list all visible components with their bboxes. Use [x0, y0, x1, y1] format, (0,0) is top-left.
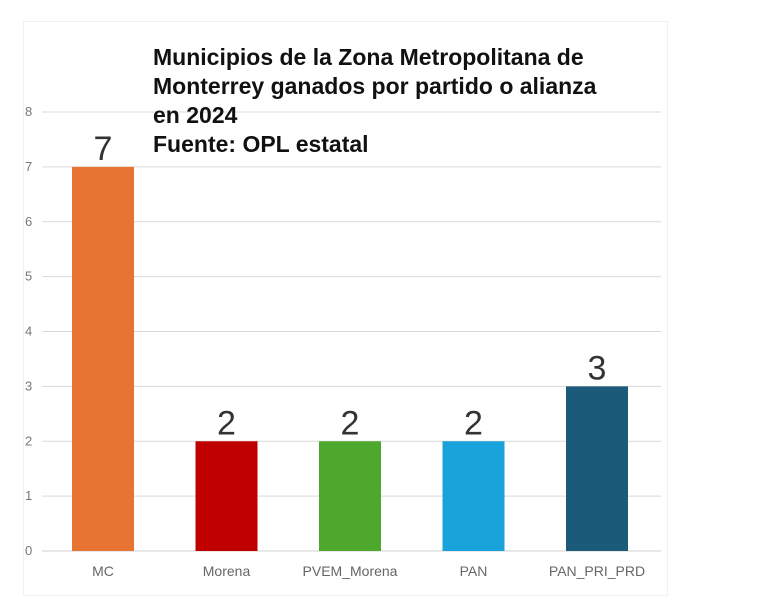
y-tick-label-8: 8	[25, 104, 32, 119]
bar-mc	[72, 166, 134, 551]
chart-title: Municipios de la Zona Metropolitana de M…	[153, 43, 658, 159]
bar-morena	[195, 441, 258, 551]
y-tick-label-2: 2	[25, 433, 32, 448]
x-tick-label-pan: PAN	[460, 563, 488, 579]
data-label-pan-pri-prd: 3	[588, 349, 607, 387]
chart-title-line-3: en 2024	[153, 102, 238, 128]
x-tick-label-morena: Morena	[203, 563, 251, 579]
bar-pan	[442, 441, 505, 551]
y-tick-label-7: 7	[25, 159, 32, 174]
y-tick-label-3: 3	[25, 378, 32, 393]
data-label-pvem-morena: 2	[341, 404, 360, 442]
y-tick-label-4: 4	[25, 324, 32, 339]
y-tick-label-1: 1	[25, 488, 32, 503]
chart-title-line-1: Municipios de la Zona Metropolitana de	[153, 44, 584, 70]
bar-pvem-morena	[319, 441, 381, 551]
chart-title-line-2: Monterrey ganados por partido o alianza	[153, 73, 597, 99]
data-label-morena: 2	[217, 404, 236, 442]
y-tick-label-5: 5	[25, 269, 32, 284]
y-tick-label-0: 0	[25, 543, 32, 558]
y-tick-label-6: 6	[25, 214, 32, 229]
x-tick-label-pvem-morena: PVEM_Morena	[303, 563, 398, 579]
data-label-pan: 2	[464, 404, 483, 442]
bar-pan-pri-prd	[566, 386, 628, 551]
chart-title-line-4: Fuente: OPL estatal	[153, 131, 369, 157]
x-tick-label-mc: MC	[92, 563, 114, 579]
data-label-mc: 7	[94, 130, 113, 168]
x-tick-label-pan-pri-prd: PAN_PRI_PRD	[549, 563, 645, 579]
